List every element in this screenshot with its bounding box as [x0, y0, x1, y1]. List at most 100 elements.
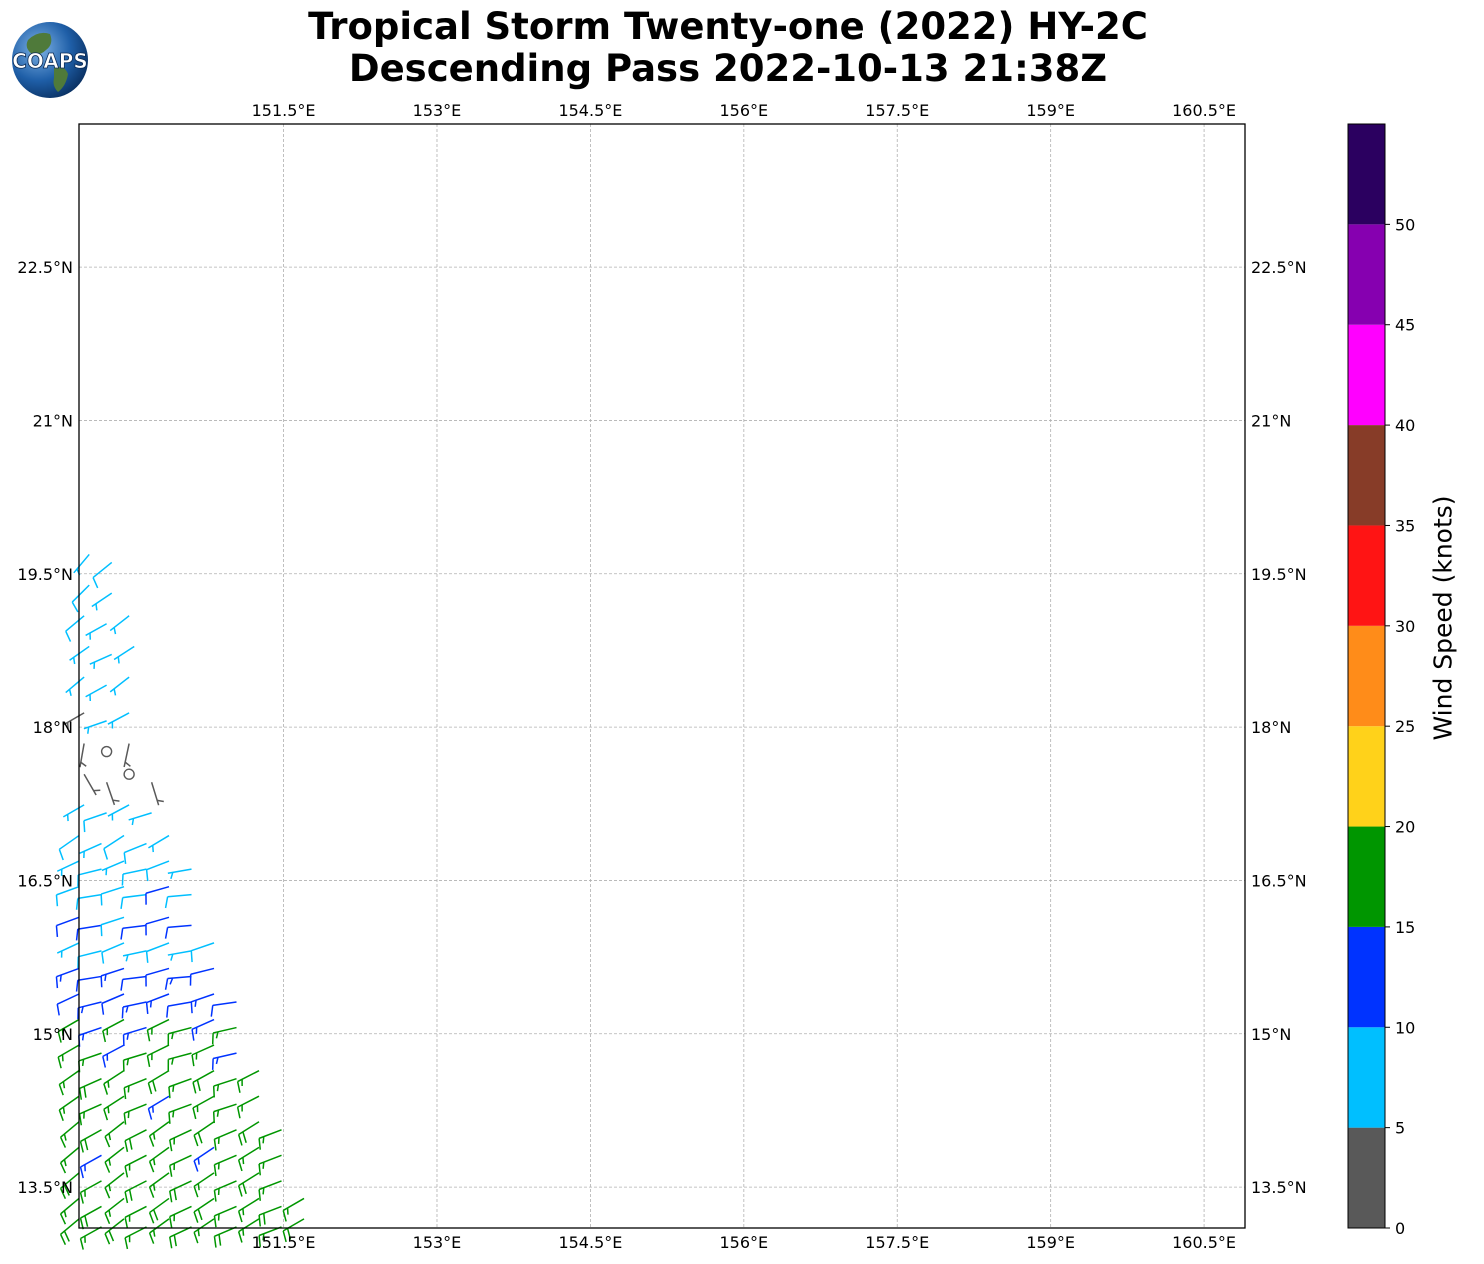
lat-tick-label-right: 16.5°N: [1251, 871, 1307, 890]
wind-barb: [236, 1069, 260, 1093]
barb-staff: [145, 916, 170, 925]
wind-barb: [258, 1205, 282, 1227]
barb-staff: [62, 712, 85, 726]
barb-feather: [212, 1111, 215, 1124]
barb-staff: [123, 743, 130, 768]
barb-feather: [55, 894, 59, 907]
barb-staff: [167, 975, 192, 980]
barb-staff: [123, 1103, 147, 1114]
barb-staff: [78, 1026, 102, 1037]
barb-staff: [149, 1121, 170, 1137]
barb-feather: [197, 1157, 200, 1165]
wind-barb: [147, 1095, 170, 1120]
barb-feather: [152, 1158, 156, 1166]
barb-staff: [148, 1095, 170, 1110]
barb-staff: [191, 942, 215, 952]
wind-barb: [193, 1172, 215, 1198]
barb-feather: [148, 1186, 155, 1198]
wind-barb: [164, 924, 192, 939]
barb-staff: [83, 812, 107, 822]
wind-barb: [57, 1018, 80, 1043]
barb-staff: [124, 1154, 147, 1167]
barb-staff: [109, 615, 130, 632]
logo-text: COAPS: [12, 49, 88, 73]
wind-barb: [107, 712, 130, 729]
barb-staff: [56, 942, 80, 954]
wind-barb: [101, 942, 125, 964]
lat-tick-label-left: 21°N: [33, 411, 73, 430]
wind-barb: [211, 1026, 237, 1045]
barb-staff: [192, 1070, 215, 1083]
barb-staff: [105, 781, 116, 806]
barb-staff: [124, 1205, 147, 1219]
wind-barb: [58, 1095, 80, 1121]
barb-feather: [56, 1004, 60, 1016]
wind-barb: [237, 1146, 260, 1172]
wind-barb: [148, 1197, 170, 1224]
lon-tick-label-bottom: 151.5°E: [252, 1233, 316, 1252]
barb-staff: [149, 1172, 170, 1188]
barb-staff: [56, 916, 80, 927]
wind-barb: [145, 885, 170, 905]
barb-feather: [169, 1216, 173, 1228]
barb-feather: [107, 1080, 110, 1088]
barb-feather: [124, 1166, 129, 1178]
barb-feather: [63, 1133, 67, 1141]
wind-barb: [104, 1172, 125, 1199]
barb-staff: [77, 893, 102, 900]
barb-feather: [148, 1135, 155, 1147]
barb-feather: [125, 954, 129, 962]
lon-tick-label-bottom: 160.5°E: [1172, 1233, 1236, 1252]
barb-feather: [258, 1138, 261, 1150]
barb-feather: [128, 1189, 133, 1201]
wind-barb: [124, 1226, 147, 1250]
barb-feather: [147, 1082, 153, 1095]
barb-feather: [103, 1083, 109, 1095]
barb-feather: [151, 1105, 154, 1113]
wind-barb: [79, 1154, 102, 1179]
barb-staff: [79, 1077, 102, 1090]
wind-barb: [145, 916, 170, 936]
barb-staff: [122, 924, 147, 930]
wind-barb: [258, 1154, 282, 1176]
barb-feather: [149, 1000, 153, 1008]
barb-feather: [80, 1006, 84, 1014]
wind-barb: [77, 1001, 102, 1020]
barb-staff: [89, 653, 113, 665]
wind-barb: [103, 1095, 125, 1121]
wind-barb: [123, 1103, 147, 1125]
wind-barb: [122, 1052, 147, 1072]
wind-barb: [211, 1052, 237, 1070]
wind-barb: [123, 1077, 147, 1100]
barb-staff: [56, 860, 80, 872]
barb-staff: [214, 1129, 237, 1140]
barb-feather: [108, 1230, 115, 1242]
barb-feather: [169, 1139, 173, 1152]
barb-feather: [121, 874, 124, 886]
barb-feather: [75, 980, 79, 992]
wind-barb: [237, 1197, 260, 1223]
colorbar: 0 5 10 15 20 25 30 35 40 45 50: [1347, 123, 1415, 1238]
lat-tick-label-right: 15°N: [1251, 1025, 1291, 1044]
barb-feather: [169, 1165, 173, 1177]
barb-staff: [214, 1180, 237, 1191]
wind-barb: [100, 967, 125, 988]
lat-tick-label-left: 22.5°N: [17, 258, 73, 277]
colorbar-segment: [1348, 1027, 1385, 1128]
barb-feather: [123, 1113, 127, 1125]
lon-tick-label-top: 153°E: [413, 101, 462, 120]
map-gridlines: [79, 124, 1245, 1228]
colorbar-tick-label: 5: [1395, 1119, 1405, 1138]
barb-staff: [101, 993, 125, 1005]
barb-feather: [169, 1236, 173, 1249]
barb-staff: [258, 1154, 282, 1165]
barb-feather: [102, 1030, 107, 1043]
barb-feather: [120, 928, 124, 940]
barb-feather: [242, 1182, 247, 1195]
barb-feather: [92, 577, 99, 589]
wind-barb: [105, 781, 120, 806]
barb-feather: [190, 1001, 193, 1014]
wind-barb: [167, 868, 192, 880]
barb-staff: [60, 1197, 80, 1215]
barb-staff: [83, 773, 97, 796]
